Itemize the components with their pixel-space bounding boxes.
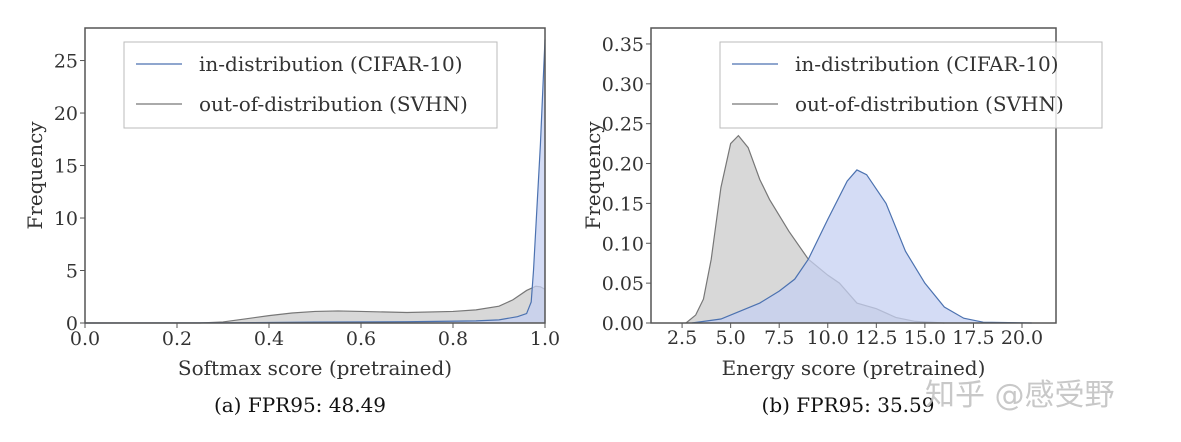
y-axis-label: Frequency: [23, 121, 47, 230]
chart-softmax: 0.0 0.2 0.4 0.6 0.8 1.0 0 5 10 15 20 25 Softmax scor…: [23, 27, 560, 417]
line-in-distribution: [84, 39, 546, 324]
x-axis-label: Softmax score (pretrained): [178, 356, 452, 380]
x-tick-label: 5.0: [716, 327, 746, 349]
x-tick-label: 0.0: [70, 328, 100, 350]
y-axis-label: Frequency: [581, 121, 605, 230]
legend-box: [719, 41, 1103, 129]
axes-frame: [650, 27, 1057, 324]
x-tick-label: 15.0: [904, 327, 946, 349]
legend: in-distribution (CIFAR-10) out-of-distrib…: [123, 41, 498, 129]
y-tick-label: 0.05: [602, 273, 644, 295]
legend-label: out-of-distribution (SVHN): [795, 92, 1064, 116]
y-tick-label: 5: [66, 261, 78, 283]
y-tick-label: 0.20: [602, 154, 644, 176]
y-tick-label: 0.10: [602, 233, 644, 255]
axes-frame: [84, 27, 546, 324]
x-tick-label: 10.0: [807, 327, 849, 349]
y-tick-label: 25: [54, 51, 78, 73]
legend: in-distribution (CIFAR-10) out-of-distrib…: [719, 41, 1103, 129]
x-tick-label: 0.6: [346, 328, 376, 350]
y-tick-label: 0.35: [602, 34, 644, 56]
watermark: 知乎 @感受野: [925, 378, 1115, 413]
y-tick-label: 15: [54, 156, 78, 178]
area-in-distribution: [691, 169, 1032, 323]
x-tick-label: 1.0: [530, 328, 560, 350]
area-out-of-distribution: [85, 286, 545, 323]
x-axis-label: Energy score (pretrained): [722, 356, 986, 380]
y-tick-label: 20: [54, 103, 78, 125]
y-tick-label: 0.15: [602, 193, 644, 215]
y-tick-label: 10: [54, 208, 78, 230]
legend-label: in-distribution (CIFAR-10): [199, 52, 463, 76]
x-tick-label: 0.8: [438, 328, 468, 350]
legend-label: in-distribution (CIFAR-10): [795, 52, 1059, 76]
y-tick-label: 0.25: [602, 114, 644, 136]
legend-label: out-of-distribution (SVHN): [199, 92, 468, 116]
area-out-of-distribution: [685, 135, 945, 323]
x-tick-label: 12.5: [855, 327, 897, 349]
chart-energy: 2.5 5.0 7.5 10.0 12.5 15.0 17.5 20.0 0.00 0.05 0.1…: [581, 27, 1103, 417]
line-in-distribution: [691, 169, 1032, 324]
x-tick-label: 17.5: [952, 327, 994, 349]
y-tick-label: 0.30: [602, 74, 644, 96]
x-tick-label: 20.0: [1001, 327, 1043, 349]
caption: (a) FPR95: 48.49: [214, 393, 386, 417]
x-tick-label: 0.2: [162, 328, 192, 350]
legend-box: [123, 41, 498, 129]
x-tick-label: 7.5: [764, 327, 794, 349]
caption: (b) FPR95: 35.59: [762, 393, 935, 417]
y-tick-label: 0: [66, 313, 78, 335]
line-out-of-distribution: [85, 285, 546, 324]
x-tick-label: 2.5: [667, 327, 697, 349]
y-tick-label: 0.00: [602, 313, 644, 335]
x-tick-label: 0.4: [254, 328, 284, 350]
